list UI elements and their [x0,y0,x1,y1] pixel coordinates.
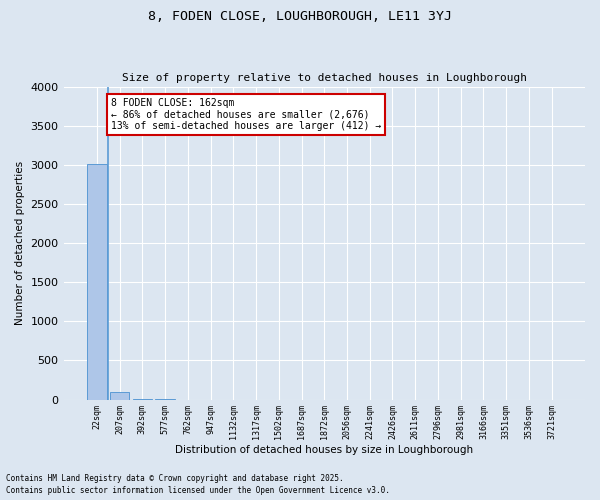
Title: Size of property relative to detached houses in Loughborough: Size of property relative to detached ho… [122,73,527,83]
Text: 8, FODEN CLOSE, LOUGHBOROUGH, LE11 3YJ: 8, FODEN CLOSE, LOUGHBOROUGH, LE11 3YJ [148,10,452,23]
Text: 8 FODEN CLOSE: 162sqm
← 86% of detached houses are smaller (2,676)
13% of semi-d: 8 FODEN CLOSE: 162sqm ← 86% of detached … [110,98,381,132]
Bar [87,164,107,400]
Text: Contains HM Land Registry data © Crown copyright and database right 2025.
Contai: Contains HM Land Registry data © Crown c… [6,474,390,495]
Bar [110,392,130,400]
X-axis label: Distribution of detached houses by size in Loughborough: Distribution of detached houses by size … [175,445,473,455]
Y-axis label: Number of detached properties: Number of detached properties [15,161,25,325]
